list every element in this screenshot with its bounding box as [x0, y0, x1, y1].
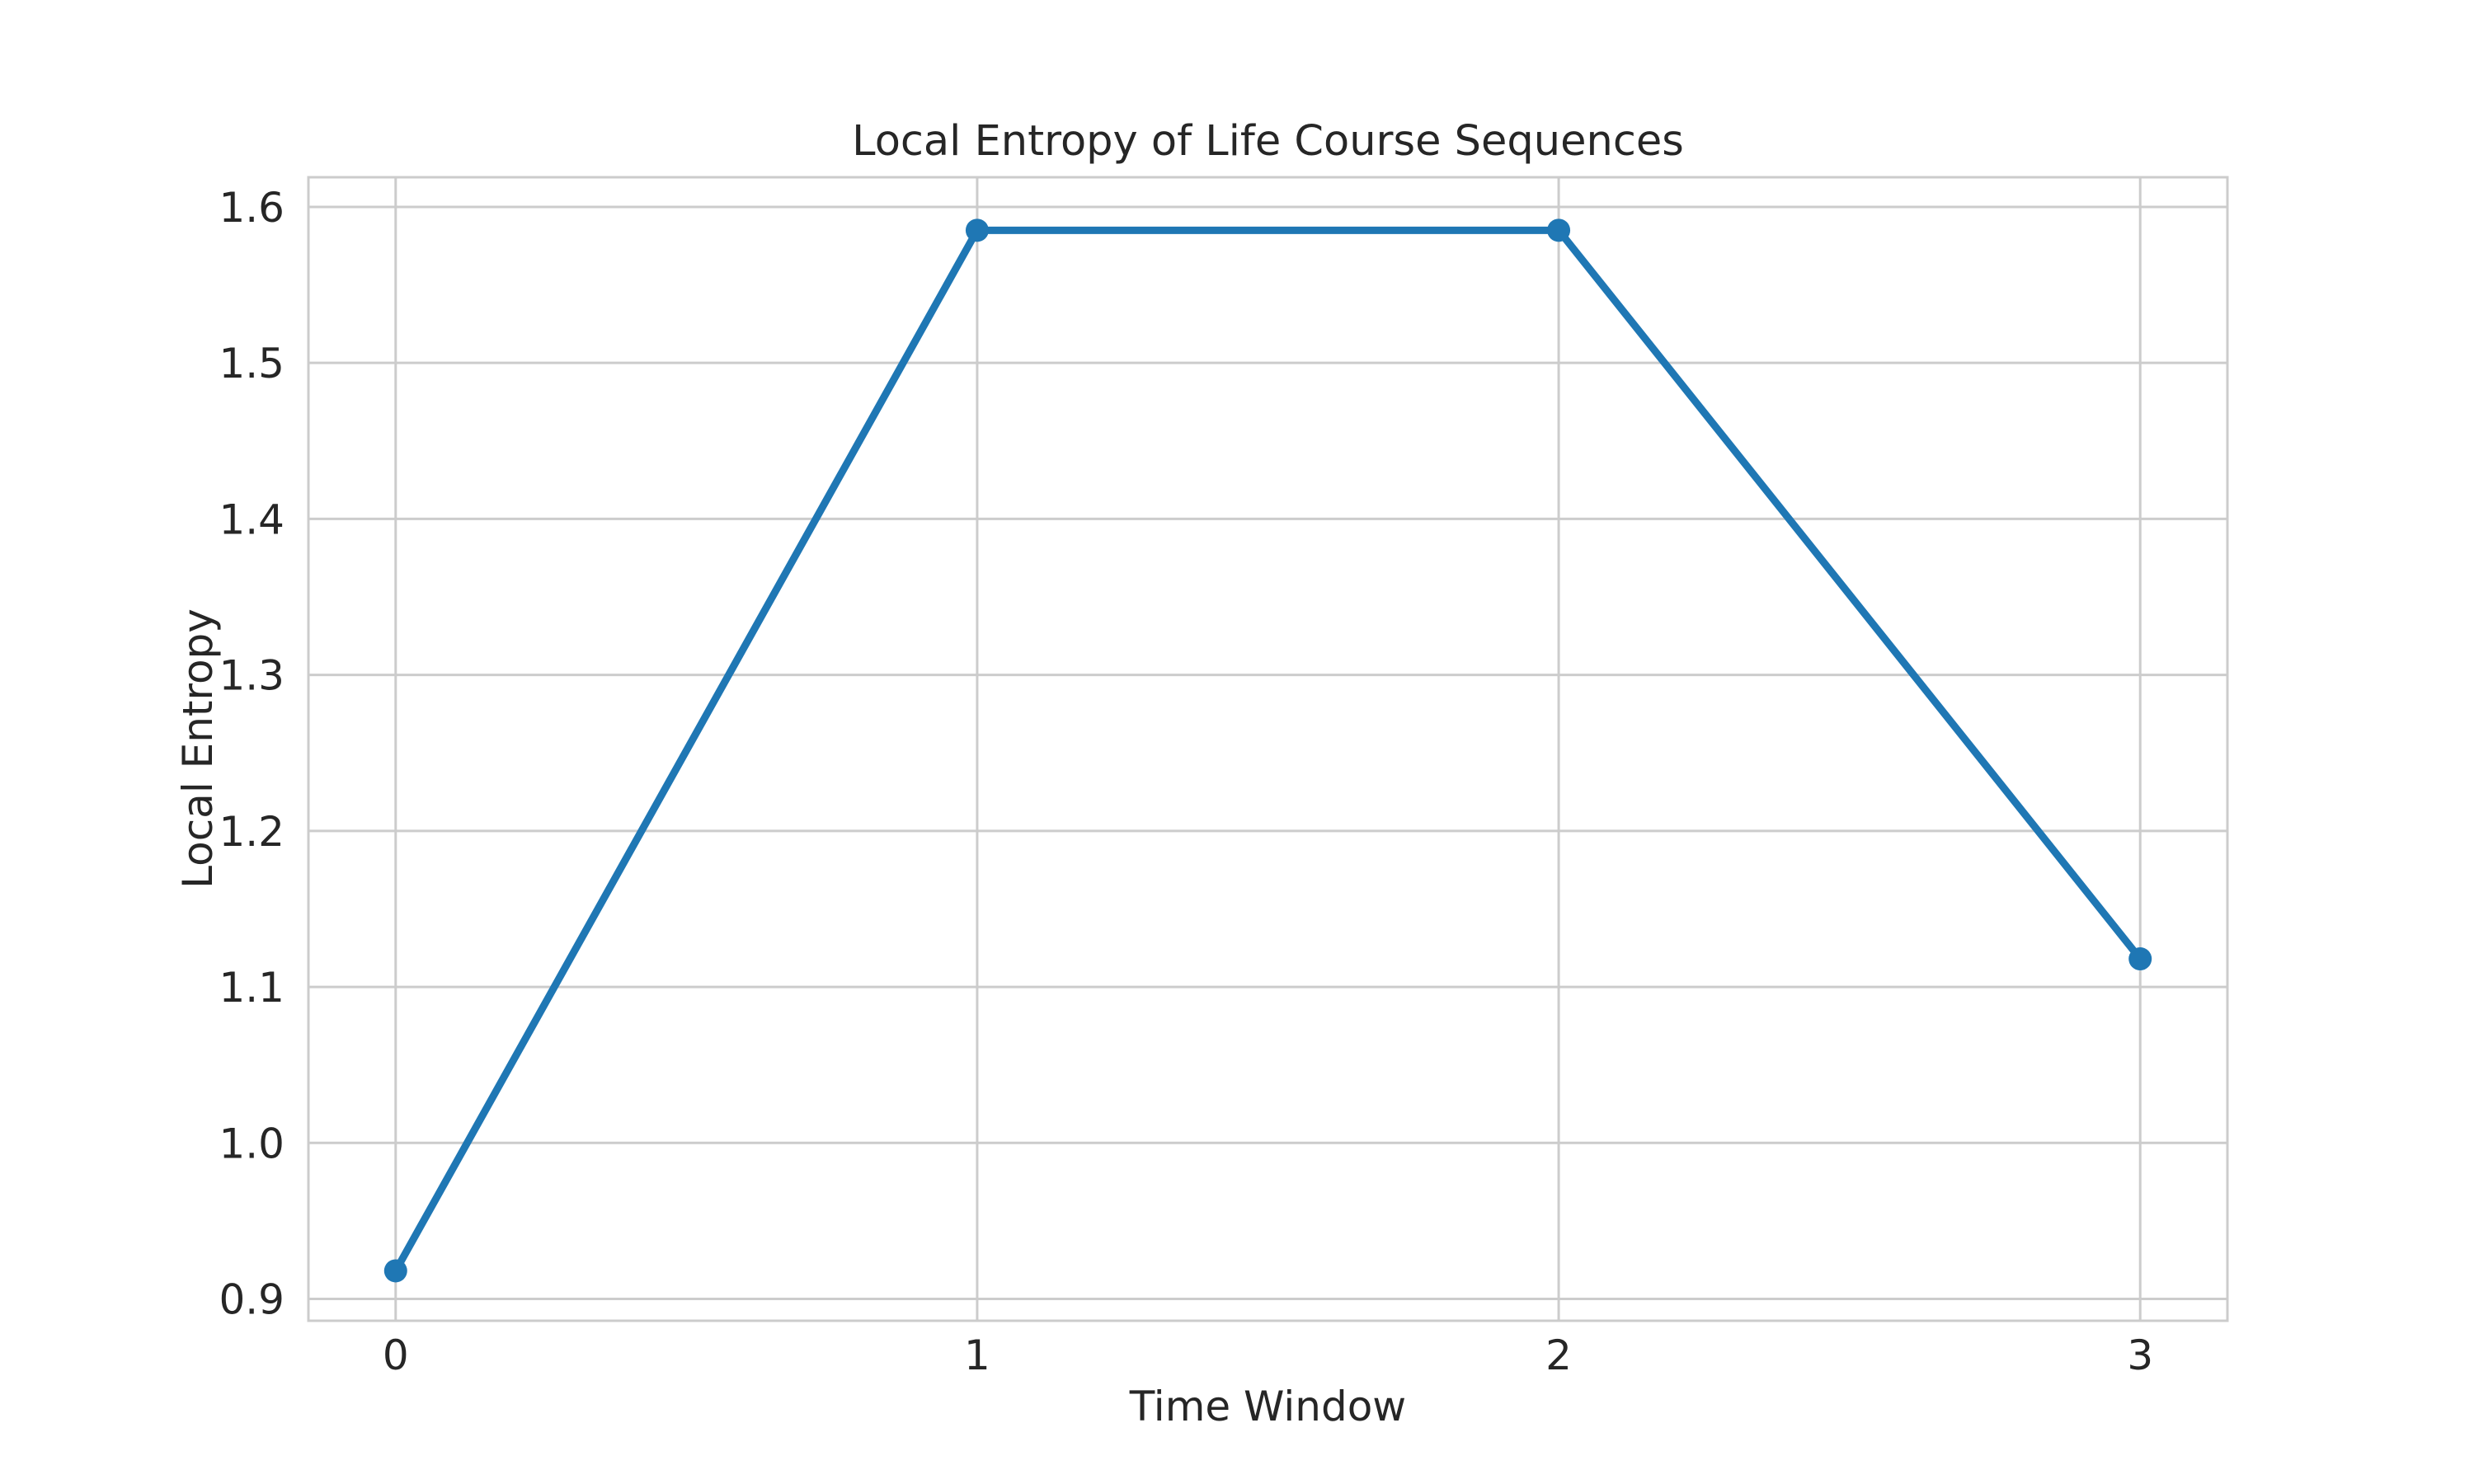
- y-tick-label: 1.6: [219, 184, 285, 232]
- y-tick-label: 1.5: [219, 340, 285, 387]
- x-tick-labels: 0 1 2 3: [383, 1331, 2153, 1379]
- series-line: [392, 226, 2144, 1275]
- x-tick-label: 1: [964, 1331, 990, 1379]
- x-tick-label: 3: [2127, 1331, 2153, 1379]
- y-tick-label: 1.1: [219, 964, 285, 1012]
- chart-title: Local Entropy of Life Course Sequences: [852, 117, 1684, 166]
- data-point: [2128, 947, 2152, 971]
- axes-spines: [307, 176, 2229, 1322]
- y-axis-title: Local Entropy: [174, 608, 222, 889]
- y-tick-label: 1.2: [219, 808, 285, 856]
- y-tick-labels: 0.9 1.0 1.1 1.2 1.3 1.4 1.5 1.6: [219, 184, 285, 1324]
- plot-border: [307, 176, 2229, 1322]
- y-tick-label: 1.4: [219, 495, 285, 543]
- x-tick-label: 2: [1545, 1331, 1572, 1379]
- y-tick-label: 0.9: [219, 1276, 285, 1324]
- data-point: [1547, 218, 1571, 242]
- data-point: [965, 218, 989, 242]
- gridlines: [308, 177, 2227, 1321]
- line-series: [383, 218, 2152, 1283]
- x-tick-label: 0: [383, 1331, 409, 1379]
- y-tick-label: 1.0: [219, 1120, 285, 1167]
- x-axis-title: Time Window: [1129, 1383, 1407, 1430]
- data-point: [383, 1259, 407, 1283]
- y-tick-label: 1.3: [219, 652, 285, 700]
